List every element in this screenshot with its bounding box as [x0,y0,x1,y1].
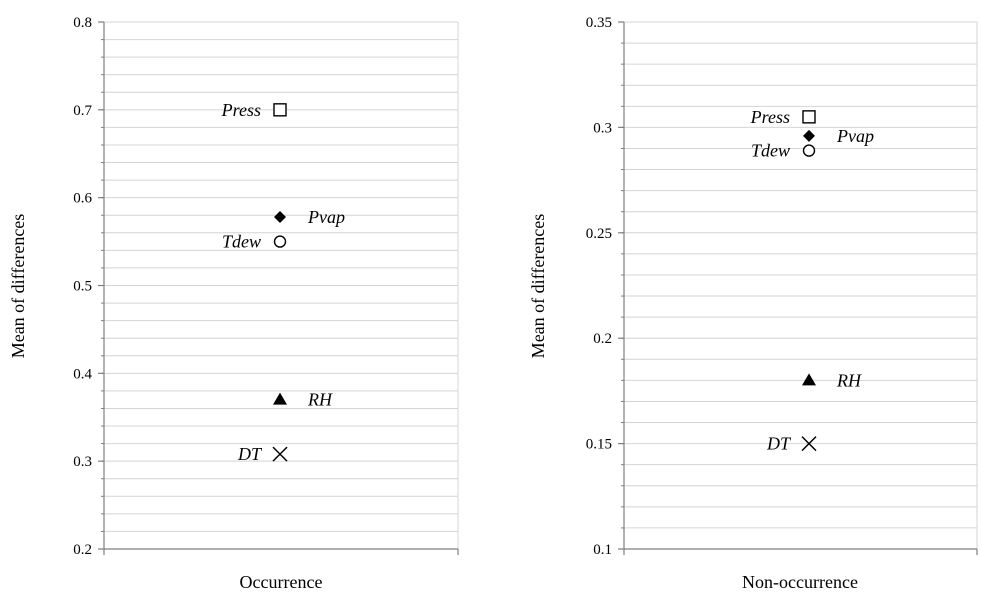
data-point-rh: RH [802,370,862,390]
y-tick-label: 0.3 [593,120,612,136]
marker-x [801,436,817,452]
data-point-press: Press [221,100,287,120]
data-point-pvap: Pvap [803,126,874,146]
point-label: RH [307,390,333,410]
data-point-dt: DT [237,444,288,464]
point-label: DT [237,444,263,464]
chart-occurrence: 0.2 0.3 0.4 0.5 0.6 0.7 0.8 Occurrence Mean of d… [8,15,459,592]
data-point-pvap: Pvap [274,207,345,227]
y-axis-title: Mean of differences [8,214,28,359]
y-tick-label: 0.25 [586,226,612,242]
x-axis-title: Occurrence [240,572,323,592]
y-tick-label: 0.2 [593,331,612,347]
y-tick-label: 0.6 [73,191,92,207]
x-axis-title: Non-occurrence [742,572,858,592]
marker-diamond-filled [274,210,286,223]
y-axis-title: Mean of differences [528,214,548,359]
marker-square-open [802,110,816,124]
marker-triangle-filled [802,373,816,386]
data-point-press: Press [750,107,816,127]
data-point-tdew: Tdew [751,141,816,161]
y-tick-label: 0.3 [73,454,92,470]
y-tick-label: 0.1 [593,542,612,558]
point-label: Tdew [222,232,261,252]
point-label: Tdew [751,141,790,161]
marker-square-open [273,103,287,117]
y-tick-label: 0.15 [586,437,612,453]
point-label: Pvap [307,207,345,227]
point-label: Press [221,100,261,120]
y-tick-label: 0.4 [73,366,92,382]
y-tick-label: 0.2 [73,542,92,558]
point-label: Pvap [836,126,874,146]
data-point-dt: DT [766,434,817,454]
y-tick-label: 0.35 [586,15,612,31]
y-tick-label: 0.7 [73,103,92,119]
marker-triangle-filled [273,392,287,405]
point-label: Press [750,107,790,127]
marker-x [272,446,288,462]
marker-circle-open [273,235,287,248]
data-point-tdew: Tdew [222,232,287,252]
data-point-rh: RH [273,390,333,410]
chart-non-occurrence: 0.1 0.15 0.2 0.25 0.3 0.35 Non-occurrence Mean … [528,15,978,592]
marker-diamond-filled [803,129,815,142]
point-label: DT [766,434,792,454]
y-tick-label: 0.5 [73,279,92,295]
marker-circle-open [802,144,816,157]
y-tick-label: 0.8 [73,15,92,31]
point-label: RH [836,370,862,390]
